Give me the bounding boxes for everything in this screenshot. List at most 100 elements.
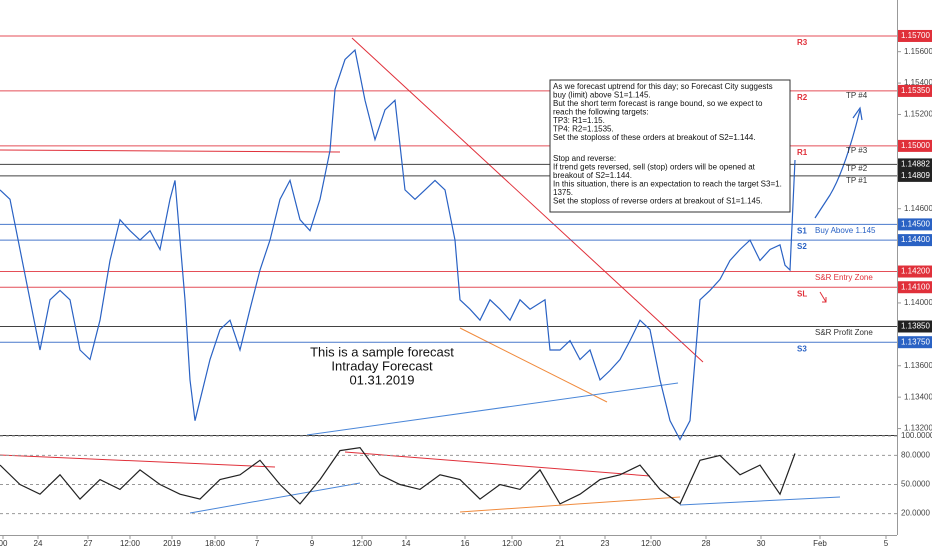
note-line: As we forecast uptrend for this day; so … [553, 82, 773, 91]
target-label: TP #1 [846, 176, 868, 185]
level-label: 1.14809 [901, 171, 930, 180]
note-line: reach the following targets: [553, 108, 649, 117]
y-tick-label: 1.14000 [904, 298, 932, 307]
note-line: TP4: R2=1.1535. [553, 125, 614, 134]
zone-label: Buy Above 1.145 [815, 226, 876, 235]
y-tick-label: 50.0000 [901, 480, 930, 489]
x-tick-label: 30 [757, 539, 766, 548]
level-label-bg [898, 336, 932, 349]
y-tick-label: 1.15600 [904, 47, 932, 56]
trend-line [306, 382, 679, 436]
x-tick-label: Feb [813, 539, 827, 548]
level-name: SL [797, 289, 807, 298]
x-tick-label: 23 [601, 539, 610, 548]
target-label: TP #4 [846, 91, 868, 100]
note-line: But the short term forecast is range bou… [553, 99, 763, 108]
level-label-bg [898, 169, 932, 182]
level-label: 1.14100 [901, 282, 930, 291]
x-tick-label: 24 [34, 539, 43, 548]
x-tick-label: 27 [84, 539, 93, 548]
level-label: 1.13750 [901, 337, 930, 346]
y-tick-label: 1.14600 [904, 204, 932, 213]
note-line: Stop and reverse: [553, 154, 616, 163]
level-label-bg [898, 158, 932, 171]
level-label-bg [898, 320, 932, 333]
level-label: 1.14200 [901, 267, 930, 276]
zone-label: S&R Profit Zone [815, 328, 873, 337]
level-name: R2 [797, 93, 808, 102]
note-box [549, 79, 791, 213]
level-label-bg [898, 218, 932, 231]
level-name: R1 [797, 148, 808, 157]
y-tick-label: 1.13400 [904, 392, 932, 401]
osc-trend-line [344, 451, 651, 477]
osc-trend-line [0, 454, 276, 468]
x-tick-label: 16 [461, 539, 470, 548]
forecast-text: 01.31.2019 [349, 372, 414, 387]
osc-trend-line [189, 482, 361, 514]
level-label: 1.14882 [901, 160, 930, 169]
note-line: 1375. [553, 188, 573, 197]
level-label-bg [898, 234, 932, 247]
level-name: S3 [797, 344, 807, 353]
level-name: R3 [797, 38, 808, 47]
trend-line [0, 149, 341, 153]
osc-trend-line [679, 496, 841, 506]
x-tick-label: 9 [310, 539, 315, 548]
level-label: 1.15000 [901, 141, 930, 150]
series-line [0, 48, 796, 441]
x-tick-label: 12:00 [120, 539, 141, 548]
forecast-text: Intraday Forecast [331, 358, 433, 373]
x-tick-label: 2019 [163, 539, 181, 548]
note-line: TP3: R1=1.15. [553, 116, 605, 125]
level-label-bg [898, 281, 932, 294]
level-label: 1.15700 [901, 31, 930, 40]
series-line [0, 446, 796, 505]
note-line: In this situation, there is an expectati… [553, 180, 782, 189]
note-line: breakout of S2=1.144. [553, 171, 632, 180]
target-label: TP #3 [846, 146, 868, 155]
x-tick-label: 12:00 [641, 539, 662, 548]
x-tick-label: 7 [255, 539, 260, 548]
x-tick-label: 12:00 [502, 539, 523, 548]
x-tick-label: 5 [884, 539, 889, 548]
level-name: S2 [797, 242, 807, 251]
x-tick-label: 18:00 [205, 539, 226, 548]
level-label: 1.14400 [901, 235, 930, 244]
x-tick-label: 00 [0, 539, 8, 548]
x-tick-label: 12:00 [352, 539, 373, 548]
arrow [814, 109, 861, 219]
level-label-bg [898, 84, 932, 97]
level-label: 1.13850 [901, 322, 930, 331]
note-line: Set the stoploss of reverse orders at br… [553, 197, 763, 206]
x-tick-label: 21 [556, 539, 565, 548]
level-label-bg [898, 265, 932, 278]
note-line: Set the stoploss of these orders at brea… [553, 133, 756, 142]
x-tick-label: 28 [702, 539, 711, 548]
level-label: 1.14500 [901, 220, 930, 229]
level-label-bg [898, 139, 932, 152]
trend-line [459, 327, 608, 403]
level-name: S1 [797, 227, 807, 236]
level-label-bg [898, 29, 932, 42]
y-tick-label: 80.0000 [901, 451, 930, 460]
target-label: TP #2 [846, 164, 868, 173]
zone-label: S&R Entry Zone [815, 273, 873, 282]
x-tick-label: 14 [402, 539, 411, 548]
trend-line [351, 37, 704, 363]
level-label: 1.15350 [901, 86, 930, 95]
osc-trend-line [459, 496, 681, 513]
arrow [819, 291, 827, 303]
note-line: If trend gets reversed, sell (stop) orde… [553, 163, 756, 172]
y-tick-label: 1.15400 [904, 78, 932, 87]
y-tick-label: 1.15200 [904, 110, 932, 119]
note-line: buy (limit) above S1=1.145. [553, 91, 651, 100]
y-tick-label: 1.13200 [904, 424, 932, 433]
arrow-head [852, 106, 863, 121]
y-tick-label: 1.13600 [904, 361, 932, 370]
y-tick-label: 20.0000 [901, 509, 930, 518]
forecast-text: This is a sample forecast [310, 344, 454, 359]
y-tick-label: 100.0000 [901, 431, 932, 440]
